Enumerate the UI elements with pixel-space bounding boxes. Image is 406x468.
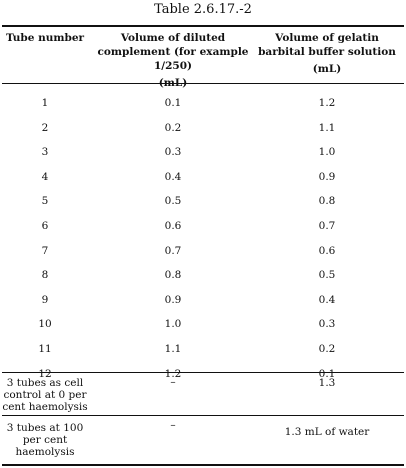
table-row: 9 0.9 0.4 [0, 294, 406, 308]
complement-volume-cell: 1.2 [164, 367, 182, 380]
bottom-rule [2, 464, 404, 466]
table-row: 1 0.1 1.2 [0, 97, 406, 111]
tube-number-cell: 11 [38, 343, 52, 355]
tube-number-cell: 7 [41, 244, 49, 257]
complement-volume-cell: 0.3 [164, 146, 182, 159]
complement-volume-cell: 0.2 [164, 121, 182, 134]
table-row: 10 1.0 0.3 [0, 318, 406, 332]
header-buffer: Volume of gelatin barbital buffer soluti… [252, 31, 402, 76]
control-rule-2 [2, 415, 404, 416]
complement-volume-cell: 0.6 [164, 220, 182, 232]
control-row-cell-buffer: 1.3 [318, 377, 336, 389]
header-tube-number: Tube number [2, 31, 88, 45]
complement-volume-cell: 1.1 [164, 343, 182, 355]
tube-number-cell: 2 [41, 121, 49, 134]
header-buffer-unit: (mL) [312, 63, 342, 75]
header-complement: Volume of diluted complement (for exampl… [88, 31, 258, 90]
control-row-cell-complement: – [170, 376, 176, 388]
buffer-volume-cell: 0.4 [318, 293, 336, 306]
tube-number-cell: 5 [41, 195, 49, 208]
complement-volume-cell: 0.7 [164, 244, 182, 257]
table-row: 11 1.1 0.2 [0, 343, 406, 357]
top-rule [2, 25, 404, 27]
complement-volume-cell: 0.4 [164, 170, 182, 183]
buffer-volume-cell: 1.0 [318, 146, 336, 159]
table-row: 7 0.7 0.6 [0, 245, 406, 259]
table-row: 5 0.5 0.8 [0, 195, 406, 209]
table-row: 12 1.2 0.1 [0, 368, 406, 382]
tube-number-cell: 12 [38, 367, 52, 380]
table-row: 4 0.4 0.9 [0, 171, 406, 185]
tube-number-cell: 9 [41, 293, 49, 306]
buffer-volume-cell: 0.1 [318, 367, 336, 380]
buffer-volume-cell: 1.2 [318, 97, 336, 109]
header-rule [2, 83, 404, 84]
control-rule [2, 372, 404, 373]
control-row-cell-tube: 3 tubes as cell control at 0 per cent ha… [2, 377, 88, 413]
table-caption: Table 2.6.17.-2 [154, 2, 252, 17]
buffer-volume-cell: 0.9 [318, 170, 336, 183]
buffer-volume-cell: 0.6 [318, 244, 336, 257]
tube-number-cell: 3 [41, 146, 49, 159]
tube-number-cell: 8 [41, 269, 49, 282]
table-row: 8 0.8 0.5 [0, 269, 406, 283]
buffer-volume-cell: 0.5 [318, 269, 336, 282]
tube-number-cell: 6 [41, 220, 49, 232]
table-row: 3 0.3 1.0 [0, 146, 406, 160]
header-tube-label: Tube number [5, 32, 85, 44]
complement-volume-cell: 1.0 [164, 318, 182, 331]
tube-number-cell: 10 [38, 318, 52, 331]
control-row-haemolysis-tube: 3 tubes at 100 per cent haemolysis [6, 422, 84, 458]
buffer-volume-cell: 0.3 [318, 318, 336, 331]
table-row: 2 0.2 1.1 [0, 122, 406, 136]
buffer-volume-cell: 1.1 [318, 121, 336, 134]
buffer-volume-cell: 0.8 [318, 195, 336, 208]
table-row: 6 0.6 0.7 [0, 220, 406, 234]
complement-volume-cell: 0.8 [164, 269, 182, 282]
buffer-volume-cell: 0.2 [318, 343, 336, 355]
tube-number-cell: 1 [41, 97, 49, 109]
buffer-volume-cell: 0.7 [318, 220, 336, 232]
complement-volume-cell: 0.5 [164, 195, 182, 208]
header-buffer-label: Volume of gelatin barbital buffer soluti… [258, 32, 396, 58]
control-row-haemolysis-complement: – [170, 419, 176, 431]
complement-volume-cell: 0.9 [164, 293, 182, 306]
header-complement-label: Volume of diluted complement (for exampl… [97, 32, 249, 72]
tube-number-cell: 4 [41, 170, 49, 183]
control-row-haemolysis-buffer: 1.3 mL of water [284, 426, 370, 438]
complement-volume-cell: 0.1 [164, 97, 182, 109]
